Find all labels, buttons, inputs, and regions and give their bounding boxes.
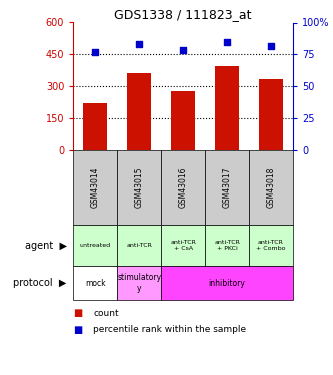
Bar xyxy=(215,66,239,150)
Text: count: count xyxy=(93,309,119,318)
Title: GDS1338 / 111823_at: GDS1338 / 111823_at xyxy=(115,8,252,21)
Text: GSM43018: GSM43018 xyxy=(266,167,276,208)
Point xyxy=(268,43,274,49)
Bar xyxy=(73,150,117,225)
Bar xyxy=(161,266,293,300)
Text: GSM43014: GSM43014 xyxy=(91,167,100,208)
Bar xyxy=(117,150,161,225)
Text: untreated: untreated xyxy=(80,243,111,248)
Bar xyxy=(205,225,249,266)
Bar xyxy=(161,150,205,225)
Text: percentile rank within the sample: percentile rank within the sample xyxy=(93,326,246,334)
Text: agent  ▶: agent ▶ xyxy=(25,241,67,250)
Point xyxy=(180,47,186,53)
Bar xyxy=(117,266,161,300)
Bar xyxy=(73,225,117,266)
Bar xyxy=(205,150,249,225)
Bar xyxy=(73,266,117,300)
Text: GSM43017: GSM43017 xyxy=(222,167,232,208)
Point xyxy=(93,50,98,55)
Text: ■: ■ xyxy=(73,308,83,318)
Bar xyxy=(259,79,283,150)
Point xyxy=(137,40,142,46)
Bar xyxy=(249,150,293,225)
Text: stimulatory
y: stimulatory y xyxy=(117,273,161,293)
Text: protocol  ▶: protocol ▶ xyxy=(13,278,67,288)
Text: anti-TCR
+ CsA: anti-TCR + CsA xyxy=(170,240,196,251)
Text: anti-TCR
+ Combo: anti-TCR + Combo xyxy=(256,240,286,251)
Text: GSM43016: GSM43016 xyxy=(178,167,188,208)
Bar xyxy=(161,225,205,266)
Text: ■: ■ xyxy=(73,325,83,335)
Point xyxy=(224,39,230,45)
Bar xyxy=(171,91,195,150)
Text: GSM43015: GSM43015 xyxy=(135,167,144,208)
Bar xyxy=(83,103,107,150)
Text: inhibitory: inhibitory xyxy=(209,279,245,288)
Bar xyxy=(117,225,161,266)
Bar xyxy=(249,225,293,266)
Text: anti-TCR: anti-TCR xyxy=(126,243,152,248)
Bar xyxy=(127,74,151,150)
Text: anti-TCR
+ PKCi: anti-TCR + PKCi xyxy=(214,240,240,251)
Text: mock: mock xyxy=(85,279,106,288)
